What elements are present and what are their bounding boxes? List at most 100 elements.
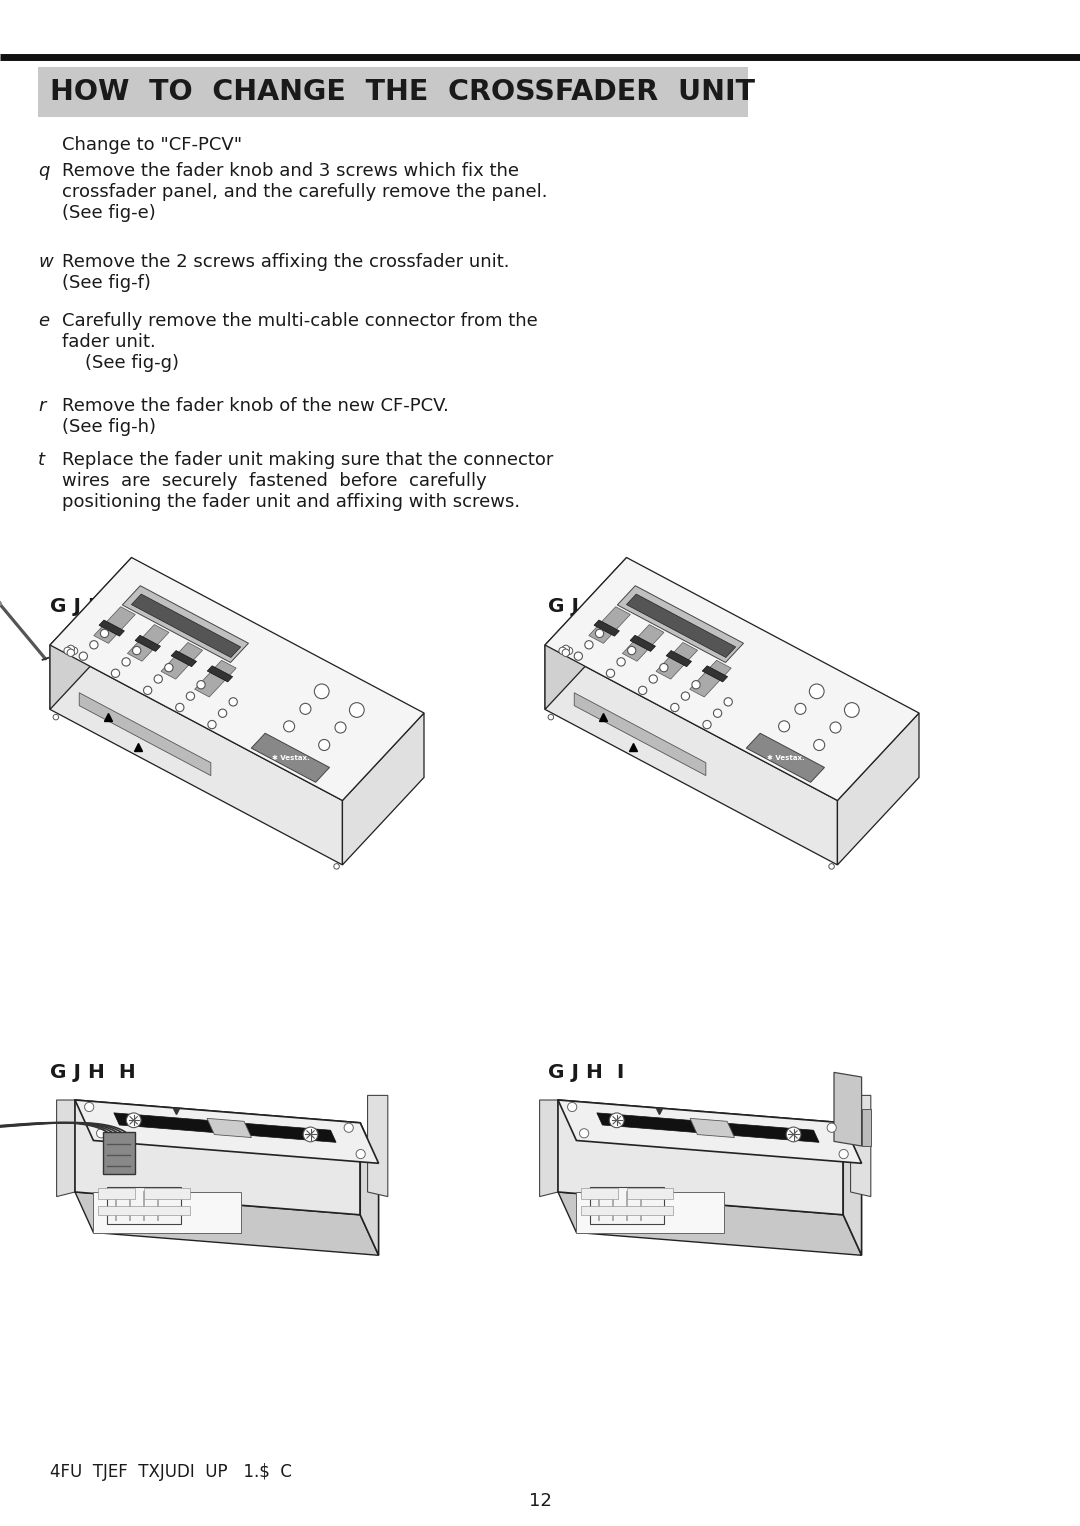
Circle shape xyxy=(839,1149,848,1158)
Circle shape xyxy=(609,1112,624,1128)
Circle shape xyxy=(671,703,679,711)
Circle shape xyxy=(284,720,295,732)
Polygon shape xyxy=(837,713,919,865)
Bar xyxy=(103,1132,135,1173)
Circle shape xyxy=(692,681,700,688)
Text: r: r xyxy=(38,397,45,415)
Circle shape xyxy=(319,740,329,751)
Text: e: e xyxy=(38,311,49,330)
Polygon shape xyxy=(626,594,735,658)
Circle shape xyxy=(67,649,75,656)
Circle shape xyxy=(300,703,311,714)
Polygon shape xyxy=(630,635,656,652)
Polygon shape xyxy=(851,1096,870,1196)
Circle shape xyxy=(122,658,131,665)
Polygon shape xyxy=(618,586,743,662)
Polygon shape xyxy=(575,693,706,775)
Polygon shape xyxy=(558,1192,862,1256)
Circle shape xyxy=(595,629,604,638)
Polygon shape xyxy=(135,635,161,652)
Circle shape xyxy=(627,647,636,655)
Polygon shape xyxy=(367,1096,388,1196)
Circle shape xyxy=(649,674,658,684)
Circle shape xyxy=(64,647,71,655)
Circle shape xyxy=(809,684,824,699)
Polygon shape xyxy=(690,661,731,697)
Circle shape xyxy=(565,647,572,655)
Polygon shape xyxy=(622,624,664,661)
Polygon shape xyxy=(834,1073,862,1146)
Polygon shape xyxy=(207,665,232,682)
Bar xyxy=(590,1187,664,1224)
Circle shape xyxy=(356,1149,365,1158)
Text: G J H  F: G J H F xyxy=(50,597,133,617)
Polygon shape xyxy=(843,1123,862,1256)
Polygon shape xyxy=(207,1119,252,1137)
Polygon shape xyxy=(690,1119,734,1137)
Circle shape xyxy=(724,697,732,707)
Polygon shape xyxy=(589,607,631,644)
Text: G J H  I: G J H I xyxy=(548,1064,624,1082)
Bar xyxy=(581,1189,618,1199)
Bar xyxy=(144,1189,190,1199)
Polygon shape xyxy=(545,557,919,801)
Circle shape xyxy=(568,1102,577,1111)
Text: t: t xyxy=(38,452,45,468)
Text: q: q xyxy=(38,162,50,180)
Circle shape xyxy=(350,702,364,717)
Text: HOW  TO  CHANGE  THE  CROSSFADER  UNIT: HOW TO CHANGE THE CROSSFADER UNIT xyxy=(50,78,755,105)
Circle shape xyxy=(70,647,78,655)
Circle shape xyxy=(176,703,184,711)
Circle shape xyxy=(795,703,806,714)
Circle shape xyxy=(154,674,162,684)
Polygon shape xyxy=(75,1192,379,1256)
Polygon shape xyxy=(666,650,691,667)
Polygon shape xyxy=(342,713,424,865)
Polygon shape xyxy=(558,1100,862,1163)
Circle shape xyxy=(714,710,721,717)
Text: Remove the fader knob and 3 screws which fix the
crossfader panel, and the caref: Remove the fader knob and 3 screws which… xyxy=(62,162,548,221)
Circle shape xyxy=(562,649,569,656)
Circle shape xyxy=(548,714,554,720)
Polygon shape xyxy=(702,665,728,682)
Polygon shape xyxy=(56,1100,75,1196)
Circle shape xyxy=(580,1129,589,1138)
Circle shape xyxy=(345,1123,353,1132)
Polygon shape xyxy=(93,1192,241,1233)
Circle shape xyxy=(218,710,227,717)
Polygon shape xyxy=(746,732,824,783)
Text: Replace the fader unit making sure that the connector
wires  are  securely  fast: Replace the fader unit making sure that … xyxy=(62,452,553,511)
Bar xyxy=(98,1206,190,1215)
Circle shape xyxy=(779,720,789,732)
Bar xyxy=(862,1109,870,1146)
Text: Carefully remove the multi-cable connector from the
fader unit.
    (See fig-g): Carefully remove the multi-cable connect… xyxy=(62,311,538,372)
Circle shape xyxy=(335,722,346,732)
Circle shape xyxy=(813,740,825,751)
Text: 4FU  TJEF  TXJUDI  UP   1.$  C: 4FU TJEF TXJUDI UP 1.$ C xyxy=(50,1463,292,1482)
Text: Remove the fader knob of the new CF-PCV.
(See fig-h): Remove the fader knob of the new CF-PCV.… xyxy=(62,397,449,436)
Circle shape xyxy=(186,691,194,700)
Circle shape xyxy=(111,668,120,678)
Circle shape xyxy=(84,1102,94,1111)
Bar xyxy=(98,1189,135,1199)
Polygon shape xyxy=(161,642,203,679)
Circle shape xyxy=(126,1112,141,1128)
Circle shape xyxy=(703,720,711,729)
Bar xyxy=(107,1187,180,1224)
Circle shape xyxy=(828,864,835,870)
Text: ✱ Vestax.: ✱ Vestax. xyxy=(767,755,805,761)
Polygon shape xyxy=(50,557,132,710)
Circle shape xyxy=(207,720,216,729)
Circle shape xyxy=(165,664,173,671)
Polygon shape xyxy=(597,1112,819,1143)
Polygon shape xyxy=(50,645,342,865)
Polygon shape xyxy=(50,557,424,801)
Circle shape xyxy=(144,687,152,694)
Text: G J H  H: G J H H xyxy=(50,1064,136,1082)
Circle shape xyxy=(79,652,87,661)
Circle shape xyxy=(584,641,593,649)
Polygon shape xyxy=(171,650,197,667)
Polygon shape xyxy=(75,1100,361,1215)
Circle shape xyxy=(229,697,238,707)
Polygon shape xyxy=(194,661,237,697)
